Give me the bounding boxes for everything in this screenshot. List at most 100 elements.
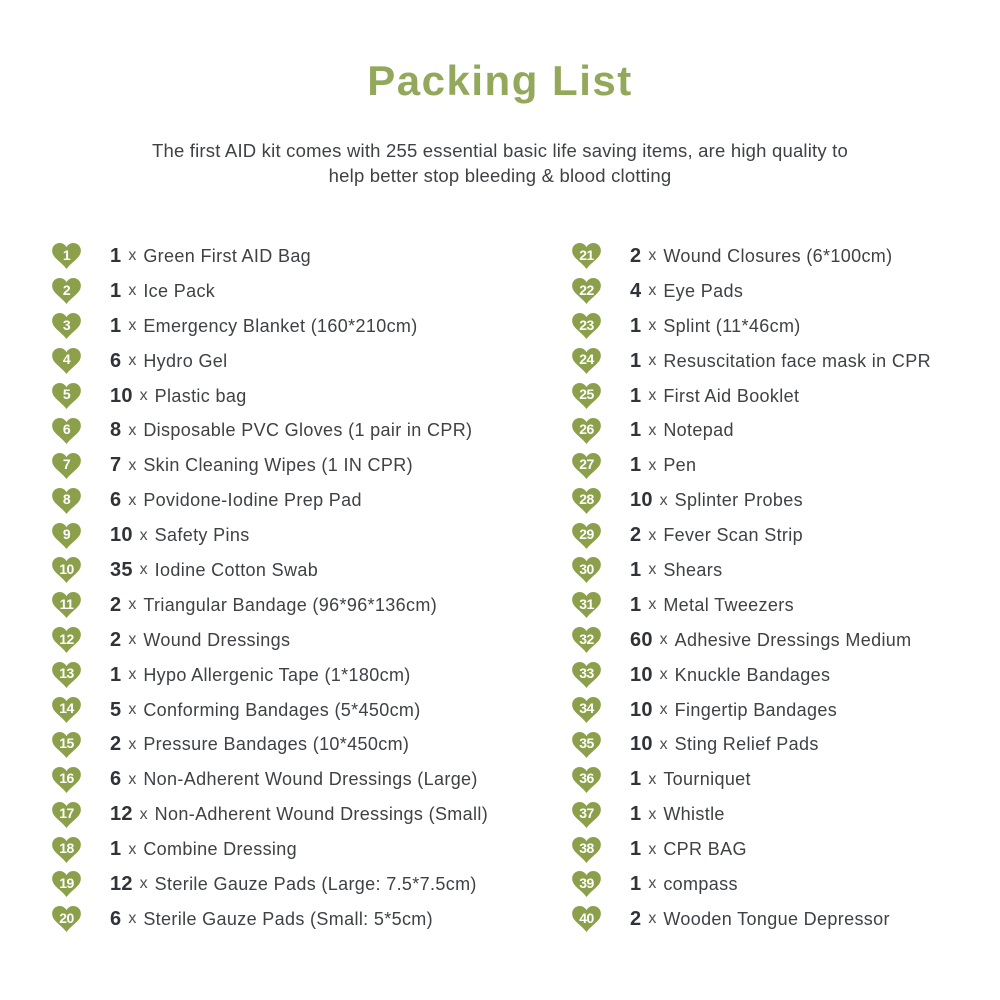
item-name: Resuscitation face mask in CPR xyxy=(663,350,931,371)
heart-number-icon: 34 xyxy=(572,696,601,724)
list-item: 30 1 x Shears xyxy=(572,553,992,588)
heart-number-icon: 20 xyxy=(52,905,81,933)
heart-number-icon: 24 xyxy=(572,347,601,375)
item-name: Hydro Gel xyxy=(143,350,228,371)
item-name: Sterile Gauze Pads (Large: 7.5*7.5cm) xyxy=(154,873,477,894)
list-item: 24 1 x Resuscitation face mask in CPR xyxy=(572,344,992,379)
item-number: 25 xyxy=(579,386,594,403)
quantity-separator: x xyxy=(139,387,148,404)
item-name: Combine Dressing xyxy=(143,839,297,860)
quantity-separator: x xyxy=(128,596,137,614)
quantity-separator: x xyxy=(648,421,657,439)
quantity-separator: x xyxy=(139,561,148,579)
item-name: Sting Relief Pads xyxy=(674,734,819,755)
list-item: 17 12 x Non-Adherent Wound Dressings (Sm… xyxy=(52,797,562,832)
quantity-separator: x xyxy=(128,352,137,370)
list-item: 25 1 x First Aid Booklet xyxy=(572,379,992,414)
heart-number-icon: 25 xyxy=(572,382,601,410)
item-quantity: 10 xyxy=(630,663,653,686)
quantity-separator: x xyxy=(139,875,148,893)
list-item: 28 10 x Splinter Probes xyxy=(572,483,992,518)
item-number: 10 xyxy=(59,560,74,577)
item-number: 19 xyxy=(59,874,74,891)
heart-number-icon: 23 xyxy=(572,312,601,340)
item-number: 22 xyxy=(579,281,594,298)
item-number: 23 xyxy=(579,316,594,333)
item-name: Triangular Bandage (96*96*136cm) xyxy=(143,594,438,615)
item-number: 24 xyxy=(579,351,594,368)
list-item: 3 1 x Emergency Blanket (160*210cm) xyxy=(52,309,562,344)
item-number: 11 xyxy=(59,595,74,612)
list-item: 9 10 x Safety Pins xyxy=(52,518,562,553)
quantity-separator: x xyxy=(128,840,137,858)
list-item: 13 1 x Hypo Allergenic Tape (1*180cm) xyxy=(52,658,562,693)
item-name: Wound Closures (6*100cm) xyxy=(663,245,893,266)
quantity-separator: x xyxy=(648,352,657,370)
list-item: 16 6 x Non-Adherent Wound Dressings (Lar… xyxy=(52,762,562,797)
heart-number-icon: 35 xyxy=(572,731,601,759)
item-quantity: 2 xyxy=(630,907,642,930)
item-quantity: 60 xyxy=(630,628,653,651)
list-item: 7 7 x Skin Cleaning Wipes (1 IN CPR) xyxy=(52,448,562,483)
item-name: Iodine Cotton Swab xyxy=(154,559,319,580)
item-quantity: 6 xyxy=(110,907,122,930)
list-item: 15 2 x Pressure Bandages (10*450cm) xyxy=(52,727,562,762)
list-item: 5 10 x Plastic bag xyxy=(52,379,562,414)
item-name: Plastic bag xyxy=(154,385,247,406)
item-name: Sterile Gauze Pads (Small: 5*5cm) xyxy=(143,908,433,929)
quantity-separator: x xyxy=(659,491,668,509)
list-item: 11 2 x Triangular Bandage (96*96*136cm) xyxy=(52,588,562,623)
list-item: 21 2 x Wound Closures (6*100cm) xyxy=(572,239,992,274)
quantity-separator: x xyxy=(128,666,137,684)
page-subtitle: The first AID kit comes with 255 essenti… xyxy=(0,139,1000,188)
quantity-separator: x xyxy=(648,840,657,858)
heart-number-icon: 28 xyxy=(572,487,601,515)
item-name: Adhesive Dressings Medium xyxy=(674,629,912,650)
item-number: 6 xyxy=(62,421,71,438)
quantity-separator: x xyxy=(128,491,137,509)
quantity-separator: x xyxy=(128,631,137,649)
quantity-separator: x xyxy=(128,421,137,439)
quantity-separator: x xyxy=(648,805,657,823)
item-quantity: 1 xyxy=(630,768,642,791)
heart-number-icon: 17 xyxy=(52,801,81,829)
item-quantity: 1 xyxy=(110,244,122,267)
item-name: Wooden Tongue Depressor xyxy=(663,908,890,929)
heart-number-icon: 13 xyxy=(52,661,81,689)
item-name: Wound Dressings xyxy=(143,629,291,650)
item-number: 38 xyxy=(579,839,594,856)
item-quantity: 10 xyxy=(630,698,653,721)
list-item: 4 6 x Hydro Gel xyxy=(52,344,562,379)
list-item: 27 1 x Pen xyxy=(572,448,992,483)
quantity-separator: x xyxy=(128,282,137,300)
list-item: 22 4 x Eye Pads xyxy=(572,274,992,309)
item-quantity: 1 xyxy=(630,558,642,581)
item-name: Disposable PVC Gloves (1 pair in CPR) xyxy=(143,420,473,441)
list-item: 32 60 x Adhesive Dressings Medium xyxy=(572,623,992,658)
item-quantity: 1 xyxy=(630,803,642,826)
heart-number-icon: 19 xyxy=(52,870,81,898)
item-quantity: 1 xyxy=(630,419,642,442)
heart-number-icon: 31 xyxy=(572,591,601,619)
item-quantity: 1 xyxy=(630,593,642,616)
item-name: Non-Adherent Wound Dressings (Small) xyxy=(154,804,489,825)
heart-number-icon: 32 xyxy=(572,626,601,654)
item-name: First Aid Booklet xyxy=(663,385,800,406)
quantity-separator: x xyxy=(128,735,137,753)
quantity-separator: x xyxy=(648,247,657,265)
item-quantity: 6 xyxy=(110,768,122,791)
item-name: Fever Scan Strip xyxy=(663,525,803,546)
item-number: 33 xyxy=(579,665,594,682)
item-quantity: 2 xyxy=(110,593,122,616)
heart-number-icon: 4 xyxy=(52,347,81,375)
item-quantity: 1 xyxy=(110,279,122,302)
page-subtitle-line-2: help better stop bleeding & blood clotti… xyxy=(328,164,672,186)
heart-number-icon: 27 xyxy=(572,452,601,480)
list-item: 33 10 x Knuckle Bandages xyxy=(572,658,992,693)
quantity-separator: x xyxy=(659,701,668,719)
item-number: 31 xyxy=(579,595,594,612)
list-item: 39 1 x compass xyxy=(572,867,992,902)
item-quantity: 10 xyxy=(110,384,133,407)
item-name: Knuckle Bandages xyxy=(674,664,831,685)
